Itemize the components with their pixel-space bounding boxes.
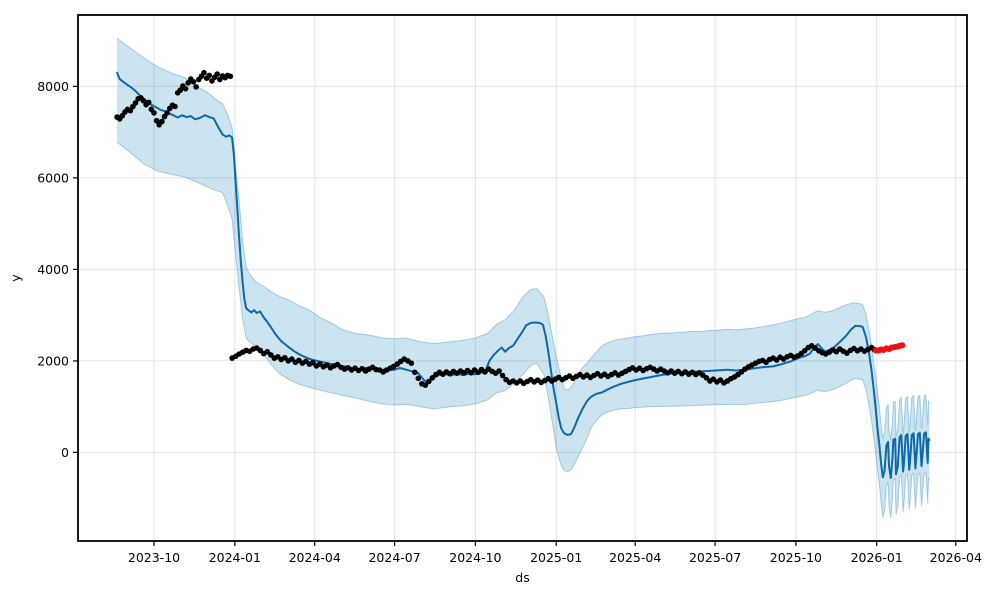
- observed-point: [177, 87, 184, 93]
- observed-point: [140, 97, 147, 104]
- observed-point: [415, 375, 422, 382]
- observed-point: [153, 117, 160, 124]
- y-axis-label: y: [8, 274, 23, 282]
- observed-point: [289, 356, 295, 362]
- observed-point: [408, 360, 415, 367]
- observed-point: [426, 378, 432, 385]
- axes-spines: [77, 14, 968, 542]
- observed-point: [182, 85, 189, 92]
- observed-point: [127, 107, 134, 114]
- observed-points: [114, 69, 877, 388]
- x-tick-label: 2024-07: [368, 550, 420, 565]
- x-axis-label: ds: [515, 570, 529, 585]
- observed-point: [193, 84, 199, 90]
- observed-point: [190, 79, 197, 85]
- observed-point: [422, 382, 429, 388]
- y-tick-label: 0: [61, 445, 69, 460]
- uncertainty-band-lower-edge: [116, 141, 930, 519]
- y-tick-label: 4000: [37, 262, 69, 277]
- observed-point: [151, 110, 157, 116]
- recent-actual-point: [899, 342, 906, 349]
- recent-actual-points: [872, 342, 906, 354]
- observed-point: [132, 100, 139, 106]
- x-tick-label: 2026-04: [930, 550, 982, 565]
- x-tick-label: 2024-01: [209, 550, 261, 565]
- x-tick-label: 2023-10: [128, 550, 180, 565]
- uncertainty-band-upper-edge: [116, 37, 930, 441]
- observed-point: [206, 72, 213, 79]
- x-tick-label: 2024-04: [289, 550, 341, 565]
- observed-point: [159, 118, 165, 125]
- x-tick-label: 2025-01: [530, 550, 582, 565]
- y-tick-label: 6000: [37, 170, 69, 185]
- observed-point: [201, 69, 207, 76]
- y-tick-label: 2000: [37, 353, 69, 368]
- observed-point: [214, 71, 220, 77]
- x-tick-label: 2024-10: [449, 550, 501, 565]
- observed-point: [164, 110, 170, 116]
- observed-point: [145, 99, 152, 106]
- y-tick-label: 8000: [37, 79, 69, 94]
- observed-point: [227, 73, 234, 80]
- observed-point: [172, 103, 178, 110]
- x-tick-label: 2025-10: [770, 550, 822, 565]
- observed-point: [499, 372, 506, 379]
- observed-point: [412, 369, 418, 376]
- forecast-line: [116, 71, 931, 479]
- observed-point: [496, 368, 502, 374]
- x-tick-label: 2025-04: [609, 550, 661, 565]
- x-tick-label: 2026-01: [851, 550, 903, 565]
- uncertainty-band: [117, 38, 930, 519]
- x-tick-label: 2025-07: [689, 550, 741, 565]
